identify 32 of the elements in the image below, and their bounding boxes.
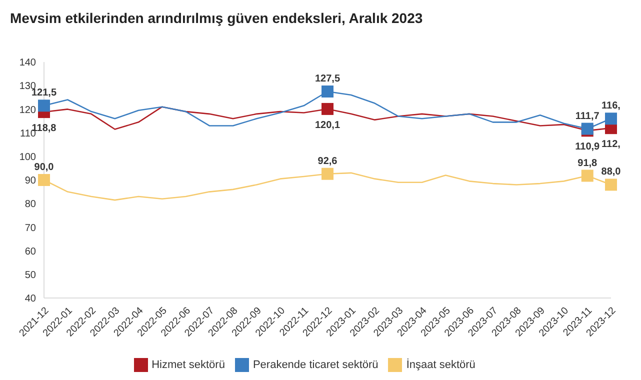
y-tick-label: 60 bbox=[24, 246, 36, 258]
legend-label: Perakende ticaret sektörü bbox=[252, 358, 378, 371]
legend-label: İnşaat sektörü bbox=[406, 358, 476, 371]
y-tick-label: 140 bbox=[19, 58, 36, 69]
chart-title: Mevsim etkilerinden arındırılmış güven endeksleri, Aralık 2023 bbox=[9, 9, 424, 28]
data-label: 92,6 bbox=[318, 156, 338, 167]
data-label: 111,7 bbox=[575, 110, 600, 122]
data-label: 90,0 bbox=[34, 162, 54, 173]
point bbox=[605, 112, 617, 125]
y-tick-label: 50 bbox=[24, 270, 36, 281]
y-tick-label: 40 bbox=[24, 294, 36, 305]
point bbox=[38, 100, 50, 112]
data-label: 127,5 bbox=[314, 74, 340, 84]
legend-label: Hizmet sektörü bbox=[152, 358, 225, 371]
data-label: 110,9 bbox=[575, 142, 600, 153]
point bbox=[605, 178, 617, 191]
data-label: 116, bbox=[602, 100, 621, 112]
data-label: 120,1 bbox=[314, 120, 340, 131]
data-label: 121,5 bbox=[31, 88, 57, 99]
data-label: 112, bbox=[602, 139, 621, 150]
point bbox=[322, 86, 334, 98]
point bbox=[322, 168, 334, 180]
y-tick-label: 90 bbox=[24, 176, 36, 187]
data-label: 91,8 bbox=[578, 158, 598, 169]
y-tick-label: 80 bbox=[24, 199, 36, 210]
point bbox=[322, 102, 334, 115]
y-tick-label: 120 bbox=[19, 104, 36, 116]
point bbox=[38, 174, 50, 186]
point bbox=[581, 170, 594, 182]
y-tick-label: 100 bbox=[19, 152, 36, 163]
data-label: 88,0 bbox=[601, 166, 622, 178]
y-tick-label: 70 bbox=[24, 222, 36, 234]
